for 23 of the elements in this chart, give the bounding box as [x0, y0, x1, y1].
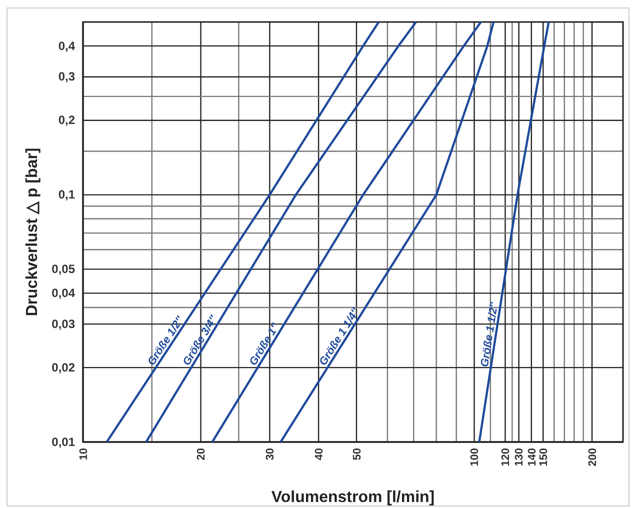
y-tick-label: 0,04 — [52, 286, 76, 300]
y-tick-label: 0,4 — [58, 38, 76, 53]
y-axis-title: Druckverlust △ p [bar] — [24, 148, 41, 316]
x-tick-label: 100 — [469, 448, 482, 466]
x-tick-label: 20 — [196, 448, 208, 460]
x-tick-label: 40 — [313, 448, 326, 460]
y-tick-label: 0,02 — [52, 360, 76, 374]
x-tick-label: 150 — [538, 448, 550, 466]
y-tick-label: 0,01 — [52, 434, 76, 449]
x-tick-label: 140 — [526, 448, 538, 466]
x-tick-label: 10 — [78, 448, 90, 460]
x-tick-label: 120 — [500, 448, 512, 466]
y-tick-label: 0,05 — [52, 262, 76, 276]
x-tick-label: 50 — [351, 448, 364, 460]
text: Größe 1 1/2″ — [478, 300, 501, 368]
y-tick-label: 0,2 — [58, 113, 76, 128]
x-tick-label: 200 — [586, 448, 599, 466]
x-axis-title: Volumenstrom [l/min] — [271, 489, 435, 506]
x-tick-label: 30 — [264, 448, 277, 460]
y-tick-label: 0,1 — [58, 188, 76, 202]
y-tick-label: 0,3 — [58, 70, 76, 84]
y-tick-label: 0,03 — [52, 316, 76, 331]
x-tick-label: 130 — [514, 448, 526, 466]
